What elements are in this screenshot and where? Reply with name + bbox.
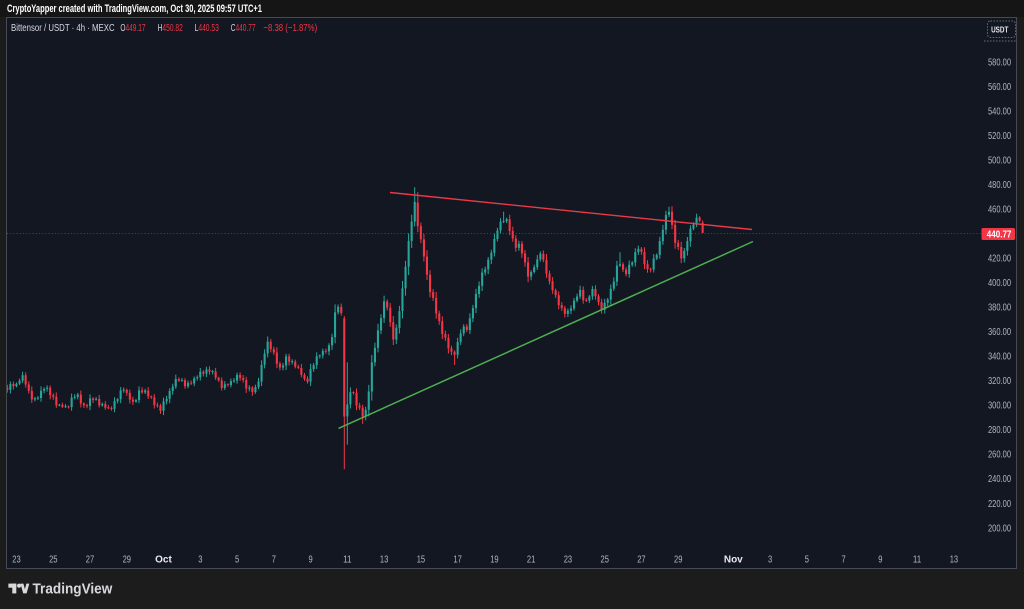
svg-text:520.00: 520.00 [988, 131, 1011, 142]
svg-text:Bittensor / USDT · 4h · MEXC: Bittensor / USDT · 4h · MEXC [11, 22, 115, 34]
svg-text:USDT: USDT [991, 25, 1009, 35]
svg-text:3: 3 [198, 555, 203, 566]
svg-text:27: 27 [637, 555, 646, 566]
svg-text:340.00: 340.00 [988, 352, 1011, 363]
svg-text:11: 11 [913, 555, 922, 566]
svg-text:25: 25 [49, 555, 58, 566]
svg-text:580.00: 580.00 [988, 57, 1011, 68]
svg-text:460.00: 460.00 [988, 205, 1011, 216]
svg-text:11: 11 [343, 555, 352, 566]
svg-text:13: 13 [950, 555, 959, 566]
svg-text:200.00: 200.00 [988, 523, 1011, 534]
svg-text:400.00: 400.00 [988, 278, 1011, 289]
svg-text:320.00: 320.00 [988, 376, 1011, 387]
svg-text:29: 29 [123, 555, 132, 566]
svg-text:−8.38 (−1.87%): −8.38 (−1.87%) [263, 22, 317, 34]
svg-text:TradingView: TradingView [33, 582, 113, 598]
svg-text:5: 5 [805, 555, 810, 566]
svg-text:29: 29 [674, 555, 683, 566]
svg-text:17: 17 [453, 555, 462, 566]
svg-text:7: 7 [842, 555, 847, 566]
svg-text:500.00: 500.00 [988, 155, 1011, 166]
svg-text:540.00: 540.00 [988, 106, 1011, 117]
svg-text:H450.82: H450.82 [158, 22, 183, 34]
svg-text:560.00: 560.00 [988, 82, 1011, 93]
svg-text:C440.77: C440.77 [231, 22, 256, 34]
svg-text:27: 27 [86, 555, 95, 566]
svg-text:240.00: 240.00 [988, 474, 1011, 485]
svg-text:O449.17: O449.17 [120, 22, 145, 34]
svg-text:9: 9 [309, 555, 314, 566]
svg-text:480.00: 480.00 [988, 180, 1011, 191]
svg-text:15: 15 [417, 555, 426, 566]
svg-text:3: 3 [768, 555, 773, 566]
svg-text:L440.53: L440.53 [195, 22, 219, 34]
svg-text:23: 23 [12, 555, 21, 566]
svg-text:9: 9 [878, 555, 883, 566]
svg-text:440.77: 440.77 [987, 229, 1012, 240]
svg-text:CryptoYapper created with Trad: CryptoYapper created with TradingView.co… [7, 3, 262, 15]
svg-text:21: 21 [527, 555, 536, 566]
svg-text:Nov: Nov [724, 555, 743, 566]
svg-text:420.00: 420.00 [988, 254, 1011, 265]
svg-text:360.00: 360.00 [988, 327, 1011, 338]
svg-text:260.00: 260.00 [988, 450, 1011, 461]
svg-text:280.00: 280.00 [988, 425, 1011, 436]
svg-text:380.00: 380.00 [988, 303, 1011, 314]
svg-text:7: 7 [272, 555, 277, 566]
svg-text:25: 25 [601, 555, 610, 566]
svg-text:300.00: 300.00 [988, 401, 1011, 412]
svg-text:Oct: Oct [155, 555, 172, 566]
svg-text:220.00: 220.00 [988, 499, 1011, 510]
svg-text:19: 19 [490, 555, 499, 566]
svg-text:5: 5 [235, 555, 240, 566]
svg-text:23: 23 [564, 555, 573, 566]
svg-text:13: 13 [380, 555, 389, 566]
